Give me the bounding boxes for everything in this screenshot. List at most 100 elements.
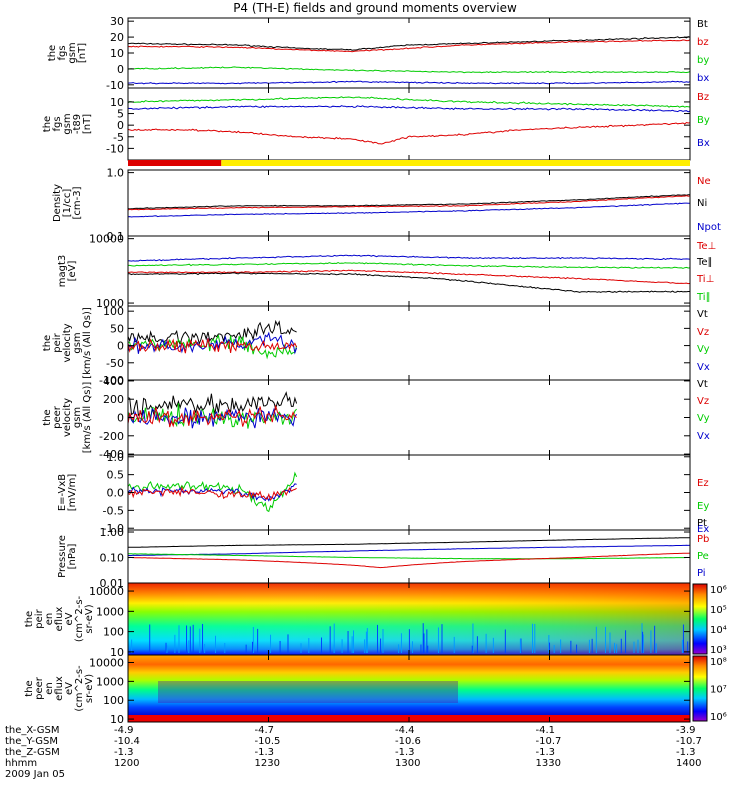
footer-label: the_X-GSM — [5, 725, 60, 736]
footer-value: 1200 — [114, 758, 140, 769]
series-density-Ne — [127, 195, 691, 211]
footer-value: -1.3 — [114, 747, 134, 758]
y-tick-label: 10000 — [89, 233, 124, 246]
ylabel-peir-en-efflux: the peir en eflux eV (cm^2-s-sr-eV) — [24, 595, 95, 642]
y-tick-label: -10 — [106, 79, 124, 92]
ylabel-peer-en-efflux: the peer en eflux eV (cm^2-s-sr-eV) — [24, 665, 95, 712]
series-temperature-Ti∥ — [127, 254, 691, 262]
legend-peir-velocity-Vx: Vx — [697, 362, 710, 373]
ylabel-line: the — [47, 45, 58, 61]
series-peer-velocity-Vx — [127, 407, 298, 429]
legend-peer-velocity-Vt: Vt — [697, 379, 708, 390]
series-efield-Ey — [127, 471, 298, 513]
legend-efield-Ex: Ex — [697, 524, 709, 535]
footer-value: -4.9 — [114, 725, 134, 736]
legend-density-Ne: Ne — [697, 176, 711, 187]
ylabel-line: eflux — [54, 607, 65, 632]
ylabel-peir-velocity: the peir velocity gsm [km/s (All Qs)] — [42, 307, 93, 379]
colorbar-tick-label: 10⁶ — [710, 712, 727, 723]
series-pressure-Pe — [128, 553, 690, 560]
y-tick-label: 0 — [117, 340, 124, 353]
y-tick-label: 1000 — [96, 297, 124, 310]
ylabel-efield: E=-VxB [mV/m] — [57, 474, 78, 512]
y-tick-label: 1000 — [96, 605, 124, 618]
footer-value: -1.3 — [676, 747, 696, 758]
y-tick-label: 10000 — [89, 585, 124, 598]
y-tick-label: 0.1 — [107, 230, 125, 243]
y-tick-label: -400 — [99, 448, 124, 461]
plot-title: P4 (TH-E) fields and ground moments over… — [233, 1, 517, 15]
y-tick-label: 0.10 — [100, 552, 125, 565]
panel-density: 0.1 1.0 Density [1/cc] [cm-3] Ne Ni Npot — [52, 167, 721, 243]
panel-peer-velocity: -400 -200 0 200 400 the peer velocity gsm [km/s (… — [42, 375, 710, 461]
y-tick-label: -1.0 — [103, 522, 124, 535]
footer-value: -4.7 — [254, 725, 275, 736]
y-tick-label: 50 — [110, 322, 124, 335]
ylabel-line: sr-eV) — [84, 674, 95, 703]
ylabel-line: the — [24, 611, 35, 627]
ylabel-line: [nPa] — [67, 543, 78, 569]
footer-value: 1300 — [395, 758, 421, 769]
ylabel-density: Density [1/cc] [cm-3] — [52, 184, 83, 222]
y-tick-label: 5 — [117, 108, 124, 121]
ylabel-fgs-gsm: the fgs gsm [nT] — [47, 42, 88, 63]
ylabel-line: gsm — [72, 332, 83, 353]
legend-peir-velocity-Vy: Vy — [697, 344, 710, 355]
ylabel-line: the — [42, 116, 53, 132]
y-tick-label: 100 — [103, 694, 124, 707]
mode-bar-segment — [128, 160, 222, 166]
legend-pressure-Pi: Pi — [697, 568, 706, 579]
series-density-Npot — [127, 202, 690, 218]
panel-efield: -1.0 -0.5 0.0 0.5 1.0 E=-VxB [mV/m] Ez Ey Ex — [57, 451, 709, 535]
y-tick-label: 0.0 — [107, 487, 125, 500]
ylabel-line: peir — [52, 332, 63, 352]
ylabel-line: eflux — [54, 676, 65, 701]
legend-peer-velocity-Vy: Vy — [697, 413, 710, 424]
legend-fgs-gsm-bx: bx — [697, 73, 709, 84]
legend-fgs-gsm-t89-Bx: Bx — [697, 138, 710, 149]
series-efield-Ez — [127, 485, 297, 502]
legend-fgs-gsm-t89-By: By — [697, 115, 710, 126]
series-fgs-gsm-t89-Bx — [127, 105, 691, 113]
y-tick-label: 200 — [103, 393, 124, 406]
footer-value: 1400 — [676, 758, 702, 769]
y-tick-label: 10 — [110, 646, 124, 659]
footer-value: -1.3 — [254, 747, 275, 758]
footer-value: -10.6 — [395, 736, 421, 747]
y-tick-label: 1.00 — [100, 526, 125, 539]
ylabel-line: peir — [34, 608, 45, 628]
series-fgs-gsm-by — [127, 66, 691, 74]
y-tick-label: 400 — [103, 375, 124, 388]
legend-fgs-gsm-t89-Bz: Bz — [697, 92, 709, 103]
legend-fgs-gsm-by: by — [697, 55, 709, 66]
ylabel-line: eV — [64, 682, 75, 695]
y-tick-label: 20 — [110, 31, 124, 44]
panel-peir-velocity: -100 -50 0 50 100 the peir velocity gsm [km/s (Al… — [42, 305, 710, 387]
footer-value: -10.7 — [535, 736, 562, 747]
y-tick-label: -5 — [113, 131, 124, 144]
series-fgs-gsm-bx — [127, 80, 691, 85]
ylabel-line: the — [42, 335, 53, 351]
axes-frame-temperature — [127, 235, 691, 307]
colorbar-tick-label: 10⁴ — [710, 625, 727, 636]
y-tick-label: -100 — [99, 374, 124, 387]
footer-value: -1.3 — [395, 747, 415, 758]
footer-value: -10.5 — [254, 736, 281, 747]
legend-peir-velocity-Vt: Vt — [697, 309, 708, 320]
series-efield-Ex — [127, 483, 297, 502]
y-tick-label: 10 — [110, 713, 124, 726]
y-tick-label: 30 — [110, 15, 124, 28]
ylabel-line: velocity — [62, 323, 73, 362]
ylabel-line: velocity — [62, 398, 73, 437]
legend-pressure-Pe: Pe — [697, 551, 709, 562]
legend-temperature-Ti⊥: Ti⊥ — [696, 274, 714, 285]
ylabel-line: [nT] — [77, 43, 88, 63]
axes-frame-density — [127, 169, 691, 237]
mode-bar-segment — [221, 160, 691, 166]
y-tick-label: 10000 — [89, 657, 124, 670]
ylabel-line: [cm-3] — [72, 186, 83, 219]
legend-efield-Ey: Ey — [697, 501, 709, 512]
